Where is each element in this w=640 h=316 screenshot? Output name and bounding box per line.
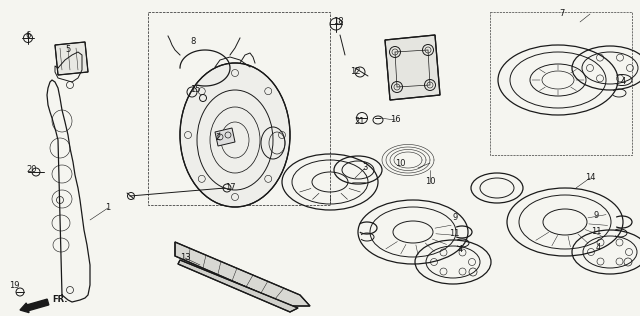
Text: 7: 7 [559,9,564,19]
Text: 21: 21 [355,118,365,126]
Text: 8: 8 [190,38,196,46]
Text: 9: 9 [452,214,458,222]
Text: 20: 20 [27,166,37,174]
Polygon shape [175,242,310,306]
Polygon shape [215,128,235,146]
Text: 18: 18 [333,17,343,27]
Text: 11: 11 [449,228,460,238]
Text: FR.: FR. [52,295,67,305]
Text: 3: 3 [362,163,368,173]
FancyArrow shape [20,299,49,313]
Polygon shape [55,42,88,75]
Text: 5: 5 [65,46,70,54]
Ellipse shape [180,63,290,207]
Text: 16: 16 [390,116,400,125]
Text: 4: 4 [620,77,626,87]
Text: 2: 2 [216,133,221,143]
Text: 19: 19 [9,281,19,289]
Text: 17: 17 [225,184,236,192]
Text: 9: 9 [593,210,598,220]
Text: 4: 4 [458,246,463,254]
Polygon shape [385,35,440,100]
Text: 15: 15 [189,86,200,94]
Polygon shape [178,260,298,312]
Text: 6: 6 [26,32,31,40]
Text: 4: 4 [595,244,600,252]
Text: 11: 11 [591,228,601,236]
Text: 12: 12 [349,68,360,76]
Text: 13: 13 [180,253,190,263]
Text: 1: 1 [106,204,111,212]
Text: 10: 10 [425,178,435,186]
Text: 10: 10 [395,159,405,167]
Text: 14: 14 [585,173,595,183]
